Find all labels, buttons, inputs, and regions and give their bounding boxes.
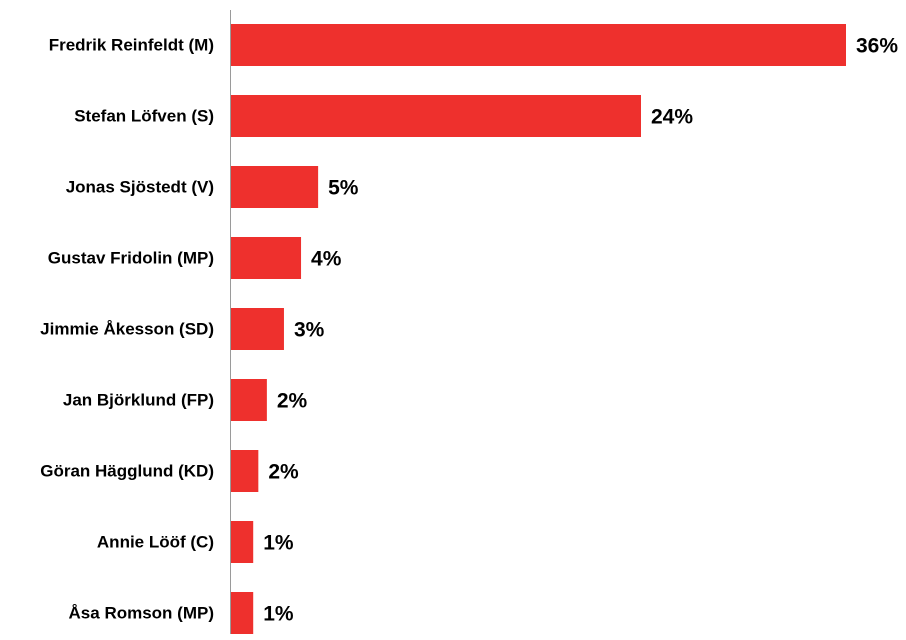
bar-7 <box>231 521 254 563</box>
category-label: Åsa Romson (MP) <box>69 604 214 623</box>
value-label: 4% <box>311 248 342 271</box>
value-label: 2% <box>268 461 299 484</box>
bar-3 <box>231 237 302 279</box>
bar-6 <box>231 450 259 492</box>
category-label: Jimmie Åkesson (SD) <box>40 320 214 339</box>
value-label: 36% <box>856 35 898 58</box>
bar-4 <box>231 308 284 350</box>
bar-1 <box>231 95 641 137</box>
category-label: Jonas Sjöstedt (V) <box>66 178 214 197</box>
value-label: 1% <box>263 603 294 626</box>
value-label: 5% <box>328 177 359 200</box>
labels-layer: Fredrik Reinfeldt (M) 36% Stefan Löfven (S… <box>40 35 898 626</box>
value-label: 1% <box>263 532 294 555</box>
bar-0 <box>231 24 846 66</box>
category-label: Stefan Löfven (S) <box>74 107 214 126</box>
bars-layer <box>231 24 846 634</box>
category-label: Annie Lööf (C) <box>97 533 214 552</box>
value-label: 3% <box>294 319 325 342</box>
bar-2 <box>231 166 319 208</box>
category-label: Göran Hägglund (KD) <box>40 462 214 481</box>
category-label: Jan Björklund (FP) <box>63 391 214 410</box>
category-label: Fredrik Reinfeldt (M) <box>49 36 214 55</box>
value-label: 24% <box>651 106 693 129</box>
bar-5 <box>231 379 267 421</box>
value-label: 2% <box>277 390 308 413</box>
bar-8 <box>231 592 254 634</box>
category-label: Gustav Fridolin (MP) <box>48 249 214 268</box>
